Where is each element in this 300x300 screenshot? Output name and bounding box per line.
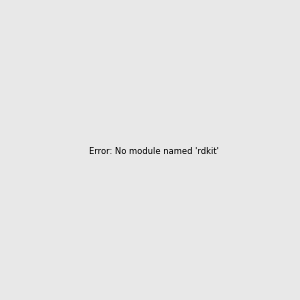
Text: Error: No module named 'rdkit': Error: No module named 'rdkit' — [89, 147, 219, 156]
